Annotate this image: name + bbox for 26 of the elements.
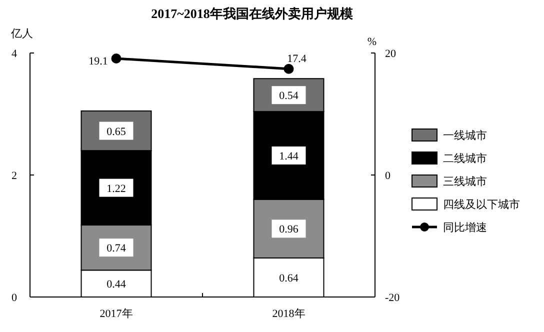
data-label: 1.22 xyxy=(106,182,126,195)
data-label: 0.54 xyxy=(279,90,299,102)
y-tick-label: 0 xyxy=(12,292,18,304)
legend-label: 四线及以下城市 xyxy=(443,198,520,211)
y2-tick-label: 20 xyxy=(385,48,396,60)
legend-label: 二线城市 xyxy=(443,152,487,165)
data-label: 0.44 xyxy=(106,278,126,291)
x-tick-label: 2018年 xyxy=(272,308,306,320)
y-tick-label: 4 xyxy=(12,48,18,60)
chart-title: 2017~2018年我国在线外卖用户规模 xyxy=(151,6,353,21)
data-label: 0.96 xyxy=(279,224,299,236)
data-label: 1.44 xyxy=(279,150,299,162)
data-label: 0.64 xyxy=(279,272,299,284)
data-label: 0.65 xyxy=(106,126,126,138)
y-axis-title: 亿人 xyxy=(10,28,33,40)
legend-label: 同比增速 xyxy=(443,221,487,234)
y2-tick-label: 0 xyxy=(385,170,391,182)
x-tick-label: 2017年 xyxy=(100,308,133,320)
data-label: 19.1 xyxy=(88,55,108,68)
data-label: 17.4 xyxy=(287,52,307,65)
y2-tick-label: -20 xyxy=(385,292,400,304)
legend-label: 一线城市 xyxy=(443,129,487,142)
data-label: 0.74 xyxy=(106,242,126,255)
legend-label: 三线城市 xyxy=(443,175,487,188)
y-tick-label: 2 xyxy=(12,170,17,182)
y2-axis-title: % xyxy=(367,36,377,48)
